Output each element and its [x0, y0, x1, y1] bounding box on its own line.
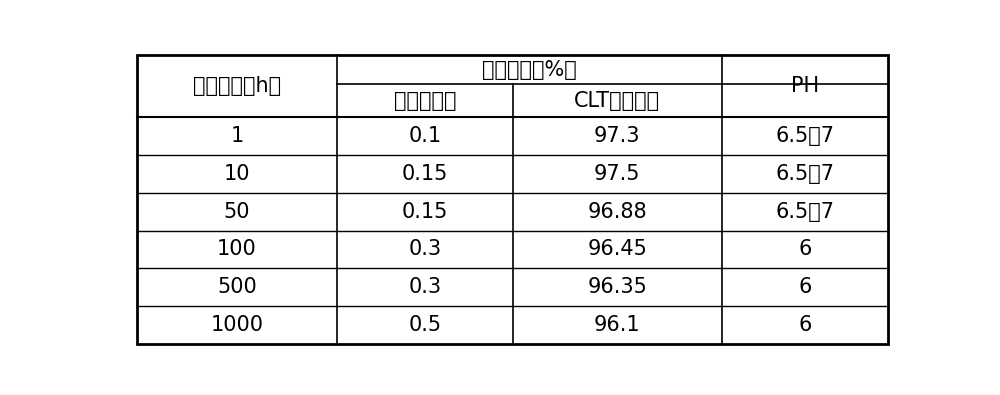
Text: PH: PH [791, 76, 819, 96]
Text: 97.3: 97.3 [594, 126, 640, 146]
Text: 脱氯物比重: 脱氯物比重 [394, 91, 456, 111]
Text: 0.15: 0.15 [402, 164, 448, 184]
Text: 6: 6 [798, 277, 812, 297]
Text: 6: 6 [798, 239, 812, 260]
Text: CLT酸转化率: CLT酸转化率 [574, 91, 660, 111]
Text: 500: 500 [217, 277, 257, 297]
Text: 0.3: 0.3 [408, 277, 442, 297]
Text: 96.35: 96.35 [587, 277, 647, 297]
Text: 96.1: 96.1 [594, 315, 640, 335]
Text: 0.15: 0.15 [402, 201, 448, 222]
Text: 100: 100 [217, 239, 257, 260]
Text: 96.88: 96.88 [587, 201, 647, 222]
Text: 取样结果（%）: 取样结果（%） [482, 60, 577, 80]
Text: 96.45: 96.45 [587, 239, 647, 260]
Text: 1000: 1000 [211, 315, 264, 335]
Text: 50: 50 [224, 201, 250, 222]
Text: 0.1: 0.1 [408, 126, 442, 146]
Text: 6.5～7: 6.5～7 [776, 201, 835, 222]
Text: 10: 10 [224, 164, 250, 184]
Text: 0.3: 0.3 [408, 239, 442, 260]
Text: 6.5～7: 6.5～7 [776, 164, 835, 184]
Text: 6: 6 [798, 315, 812, 335]
Text: 1: 1 [230, 126, 244, 146]
Text: 97.5: 97.5 [594, 164, 640, 184]
Text: 6.5～7: 6.5～7 [776, 126, 835, 146]
Text: 0.5: 0.5 [408, 315, 442, 335]
Text: 取样时间（h）: 取样时间（h） [193, 76, 281, 96]
